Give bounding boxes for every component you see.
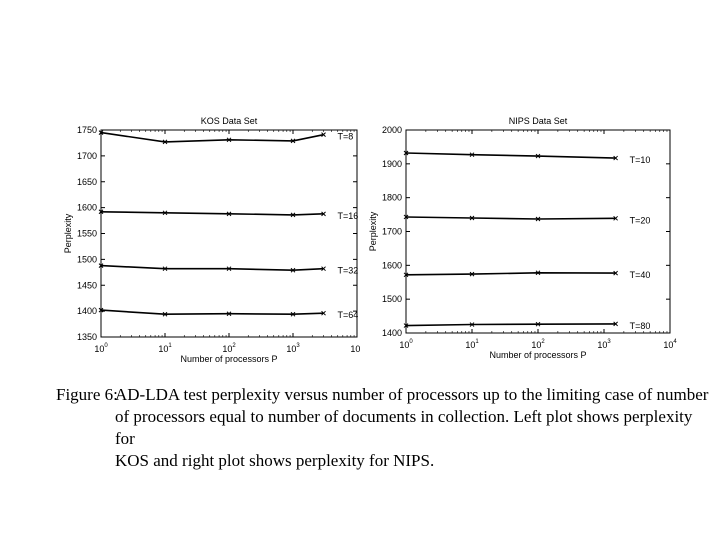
x-axis-label: Number of processors P <box>180 354 277 364</box>
series-label: T=8 <box>338 132 354 142</box>
series-label: T=20 <box>630 215 651 225</box>
y-tick-label: 1450 <box>77 280 97 290</box>
data-point-marker <box>613 321 618 327</box>
y-tick-label: 1900 <box>382 159 402 169</box>
data-point-marker <box>613 215 618 221</box>
data-point-marker <box>469 152 475 158</box>
series-line <box>405 271 616 276</box>
data-point-marker <box>290 212 296 218</box>
data-point-marker <box>98 307 104 313</box>
y-tick-label: 1550 <box>77 229 97 239</box>
data-point-marker <box>469 322 475 327</box>
data-point-marker <box>469 271 475 277</box>
x-tick-label: 104 <box>350 343 360 354</box>
data-point-marker <box>535 270 541 276</box>
data-point-marker <box>321 211 326 217</box>
series-line <box>405 323 616 327</box>
y-tick-label: 1400 <box>382 328 402 338</box>
data-point-marker <box>226 211 232 217</box>
series-line <box>100 211 324 216</box>
series-line <box>405 152 616 159</box>
y-tick-label: 1600 <box>382 260 402 270</box>
data-point-marker <box>321 266 326 272</box>
x-tick-label: 101 <box>158 343 172 354</box>
data-point-marker <box>226 137 232 143</box>
data-point-marker <box>226 311 232 317</box>
data-point-marker <box>290 267 296 273</box>
data-point-marker <box>162 210 168 216</box>
caption-line-1: AD-LDA test perplexity versus number of … <box>115 385 709 404</box>
x-tick-label: 100 <box>399 339 413 350</box>
data-point-marker <box>613 155 618 161</box>
data-point-marker <box>535 153 541 159</box>
x-tick-label: 102 <box>531 339 545 350</box>
y-tick-label: 1650 <box>77 177 97 187</box>
y-tick-label: 1700 <box>77 151 97 161</box>
y-tick-label: 1400 <box>77 306 97 316</box>
kos-chart: KOS Data Set 1350 1400 1450 1500 1550 1600 1650… <box>63 116 360 364</box>
data-point-marker <box>321 132 326 138</box>
chart-title: KOS Data Set <box>201 116 258 126</box>
data-point-marker <box>290 138 296 144</box>
data-point-marker <box>321 310 326 316</box>
data-point-marker <box>535 216 541 222</box>
data-point-marker <box>469 215 475 221</box>
y-tick-label: 1600 <box>77 203 97 213</box>
data-point-marker <box>162 266 168 272</box>
figure-caption: Figure 6:AD-LDA test perplexity versus n… <box>56 384 708 472</box>
y-tick-label: 2000 <box>382 125 402 135</box>
y-tick-label: 1500 <box>77 254 97 264</box>
x-tick-label: 104 <box>663 339 677 350</box>
data-point-marker <box>98 209 104 215</box>
series-label: T=40 <box>630 270 651 280</box>
data-point-marker <box>403 272 409 278</box>
data-point-marker <box>162 311 168 317</box>
y-axis-label: Perplexity <box>368 211 378 251</box>
y-tick-label: 1500 <box>382 294 402 304</box>
x-axis-label: Number of processors P <box>489 350 586 360</box>
data-point-marker <box>98 263 104 268</box>
y-tick-label: 1800 <box>382 193 402 203</box>
series-label: T=16 <box>338 211 359 221</box>
data-point-marker <box>162 139 168 145</box>
x-tick-label: 102 <box>222 343 236 354</box>
x-tick-label: 100 <box>94 343 108 354</box>
caption-line-3: KOS and right plot shows perplexity for … <box>115 451 435 470</box>
caption-lead: Figure 6: <box>56 385 118 404</box>
data-point-marker <box>226 266 232 272</box>
series-line <box>405 216 616 220</box>
y-tick-label: 1750 <box>77 125 97 135</box>
data-point-marker <box>98 130 104 135</box>
chart-title: NIPS Data Set <box>509 116 568 126</box>
y-tick-label: 1700 <box>382 227 402 237</box>
series-line <box>100 264 324 272</box>
data-point-marker <box>290 311 296 317</box>
series-label: T=80 <box>630 321 651 331</box>
data-point-marker <box>535 321 541 327</box>
y-axis-label: Perplexity <box>63 213 73 253</box>
caption-line-2: of processors equal to number of documen… <box>115 407 693 448</box>
data-point-marker <box>613 270 618 276</box>
x-tick-label: 101 <box>465 339 479 350</box>
data-point-marker <box>403 214 409 220</box>
series-label: T=32 <box>338 266 359 276</box>
y-tick-label: 1350 <box>77 332 97 342</box>
plot-frame <box>100 129 358 338</box>
series-label: T=10 <box>630 155 651 165</box>
series-label: T=64 <box>338 310 359 320</box>
x-tick-label: 103 <box>286 343 300 354</box>
data-point-marker <box>403 323 409 328</box>
x-tick-label: 103 <box>597 339 611 350</box>
data-point-marker <box>403 150 409 156</box>
series-line <box>100 131 324 143</box>
nips-chart: NIPS Data Set 1400 1500 1600 1700 1800 1900 200… <box>368 116 677 360</box>
series-line <box>100 309 324 316</box>
